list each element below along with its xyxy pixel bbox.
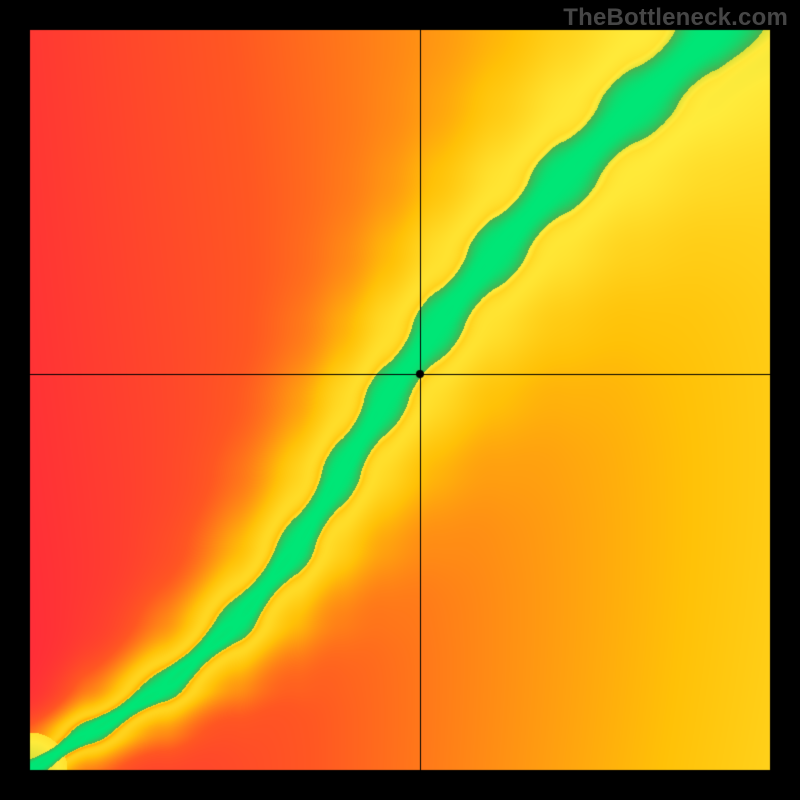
heatmap-canvas — [0, 0, 800, 800]
watermark-text: TheBottleneck.com — [563, 4, 788, 32]
chart-container: TheBottleneck.com — [0, 0, 800, 800]
